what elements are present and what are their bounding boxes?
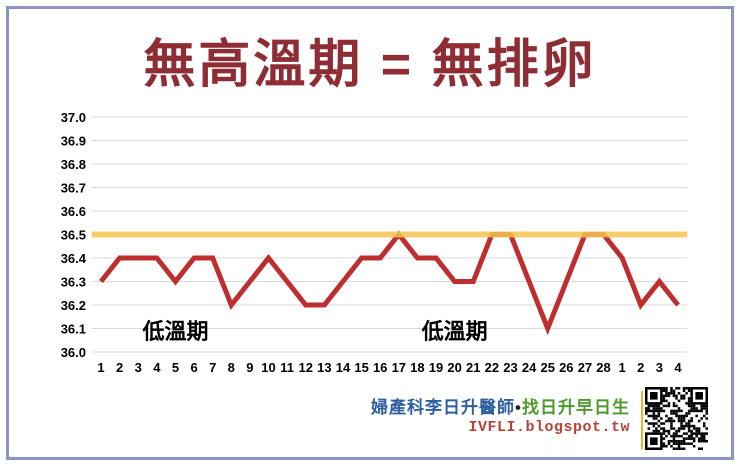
svg-text:36.9: 36.9 xyxy=(61,134,86,149)
svg-text:19: 19 xyxy=(429,360,443,375)
svg-text:24: 24 xyxy=(522,360,537,375)
svg-text:36.1: 36.1 xyxy=(61,322,86,337)
svg-text:18: 18 xyxy=(410,360,424,375)
svg-text:5: 5 xyxy=(172,360,179,375)
svg-text:23: 23 xyxy=(503,360,517,375)
svg-text:27: 27 xyxy=(578,360,592,375)
svg-text:2: 2 xyxy=(116,360,123,375)
svg-text:28: 28 xyxy=(596,360,610,375)
svg-text:4: 4 xyxy=(674,360,682,375)
svg-text:3: 3 xyxy=(135,360,142,375)
svg-text:26: 26 xyxy=(559,360,573,375)
svg-text:1: 1 xyxy=(619,360,626,375)
svg-text:4: 4 xyxy=(153,360,161,375)
svg-text:36.4: 36.4 xyxy=(61,251,87,266)
svg-text:36.3: 36.3 xyxy=(61,275,86,290)
svg-text:17: 17 xyxy=(392,360,406,375)
svg-text:11: 11 xyxy=(280,360,294,375)
svg-text:36.8: 36.8 xyxy=(61,157,86,172)
svg-text:3: 3 xyxy=(656,360,663,375)
svg-text:低溫期: 低溫期 xyxy=(421,319,488,344)
svg-text:14: 14 xyxy=(336,360,351,375)
svg-text:8: 8 xyxy=(228,360,235,375)
svg-text:9: 9 xyxy=(246,360,253,375)
svg-text:16: 16 xyxy=(373,360,387,375)
svg-text:7: 7 xyxy=(209,360,216,375)
svg-text:36.7: 36.7 xyxy=(61,181,86,196)
svg-text:36.2: 36.2 xyxy=(61,298,86,313)
svg-text:1: 1 xyxy=(97,360,104,375)
svg-text:低溫期: 低溫期 xyxy=(141,319,208,344)
svg-text:36.0: 36.0 xyxy=(61,345,86,360)
svg-text:6: 6 xyxy=(190,360,197,375)
svg-text:12: 12 xyxy=(299,360,313,375)
svg-text:36.5: 36.5 xyxy=(61,228,86,243)
svg-text:15: 15 xyxy=(354,360,368,375)
svg-text:2: 2 xyxy=(637,360,644,375)
svg-text:36.6: 36.6 xyxy=(61,204,86,219)
svg-text:20: 20 xyxy=(447,360,461,375)
svg-text:13: 13 xyxy=(317,360,331,375)
svg-text:37.0: 37.0 xyxy=(61,110,86,125)
svg-text:10: 10 xyxy=(261,360,275,375)
svg-text:21: 21 xyxy=(466,360,480,375)
svg-text:25: 25 xyxy=(540,360,554,375)
svg-text:22: 22 xyxy=(485,360,499,375)
